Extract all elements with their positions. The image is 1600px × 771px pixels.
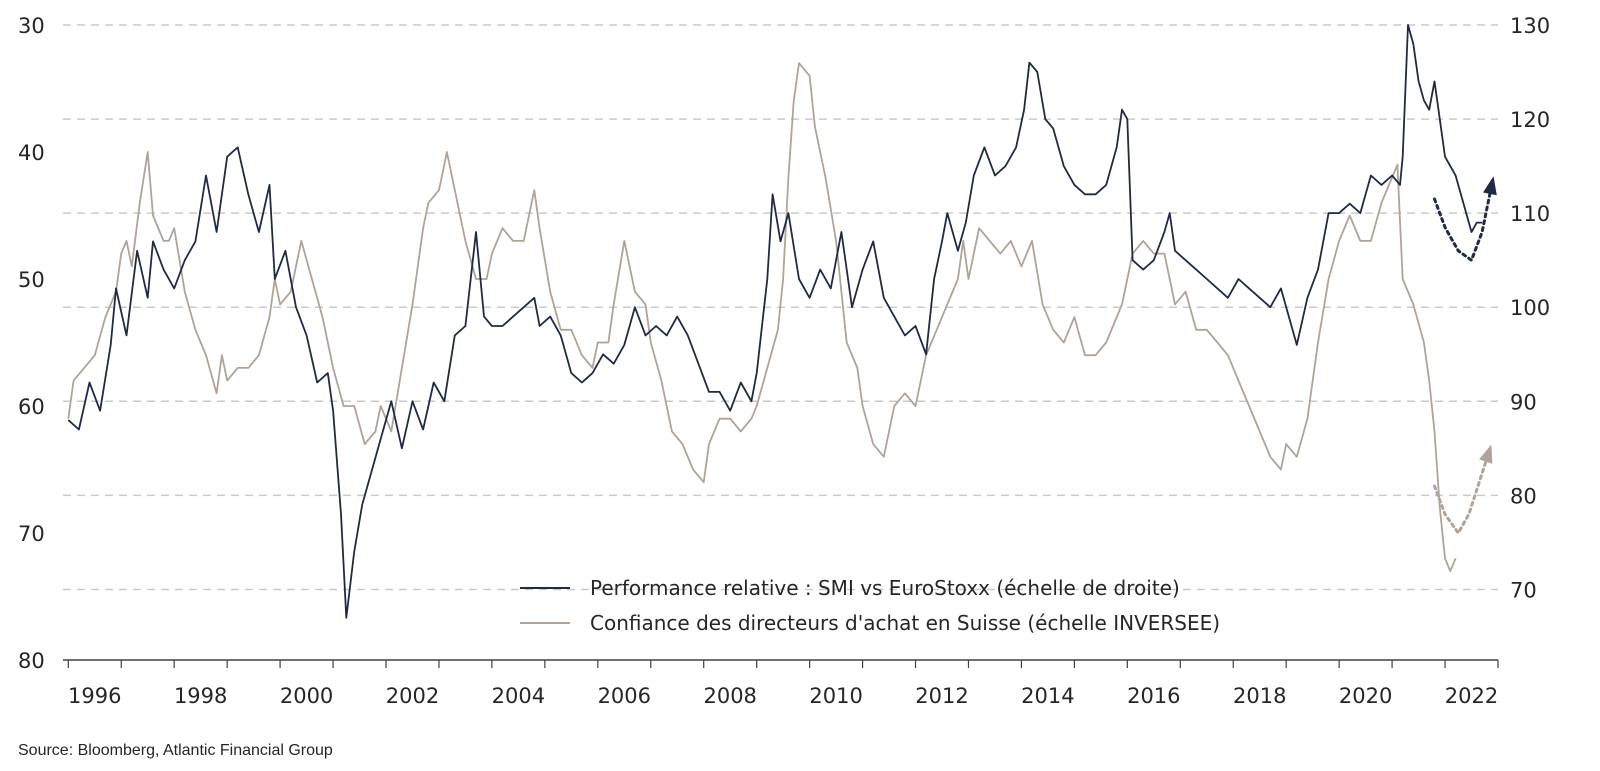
x-tick-label: 2006: [598, 684, 651, 708]
gridlines: [63, 24, 1498, 591]
right-tick-label: 120: [1510, 108, 1550, 132]
left-tick-label: 70: [18, 522, 45, 546]
legend-label-smi: Performance relative : SMI vs EuroStoxx …: [590, 576, 1180, 600]
annotation-layer: [1433, 176, 1497, 536]
right-tick-label: 90: [1510, 390, 1537, 414]
right-tick-label: 100: [1510, 296, 1550, 320]
series-line-0: [67, 24, 1483, 619]
right-tick-label: 130: [1510, 14, 1550, 38]
x-tick-label: 2014: [1021, 684, 1074, 708]
right-tick-label: 110: [1510, 202, 1550, 226]
arrow-light-path: [1433, 446, 1492, 536]
arrow-dark-path: [1433, 178, 1495, 263]
left-tick-label: 60: [18, 395, 45, 419]
x-tick-label: 2020: [1339, 684, 1392, 708]
x-tick-label: 2002: [386, 684, 439, 708]
arrow-light-head: [1479, 444, 1493, 464]
x-tick-label: 2004: [492, 684, 545, 708]
x-tick-label: 1998: [174, 684, 227, 708]
legend: Performance relative : SMI vs EuroStoxx …: [520, 576, 1220, 635]
left-tick-label: 40: [18, 141, 45, 165]
x-tick-label: 2000: [280, 684, 333, 708]
right-y-axis: 70 80 90 100 110 120 130: [1510, 14, 1550, 602]
x-tick-label: 2018: [1233, 684, 1286, 708]
x-tick-label: 1996: [68, 684, 121, 708]
series-line-1: [67, 62, 1457, 572]
x-tick-label: 2016: [1127, 684, 1180, 708]
x-tick-label: 2022: [1445, 684, 1498, 708]
x-tick-label: 2008: [703, 684, 756, 708]
source-note: Source: Bloomberg, Atlantic Financial Gr…: [18, 742, 333, 759]
left-tick-label: 30: [18, 14, 45, 38]
right-tick-label: 70: [1510, 578, 1537, 602]
x-tick-label: 2010: [809, 684, 862, 708]
legend-label-pmi: Confiance des directeurs d'achat en Suis…: [590, 611, 1220, 635]
arrow-dark-head: [1483, 176, 1497, 196]
left-tick-label: 80: [18, 649, 45, 673]
x-tick-label: 2012: [915, 684, 968, 708]
left-tick-label: 50: [18, 268, 45, 292]
series-layer: [67, 24, 1483, 619]
x-axis: 1996 1998 2000 2002 2004 2006 2008 2010 2012 2014…: [63, 659, 1499, 708]
left-y-axis: 30 40 50 60 70 80: [18, 14, 45, 673]
right-tick-label: 80: [1510, 484, 1537, 508]
